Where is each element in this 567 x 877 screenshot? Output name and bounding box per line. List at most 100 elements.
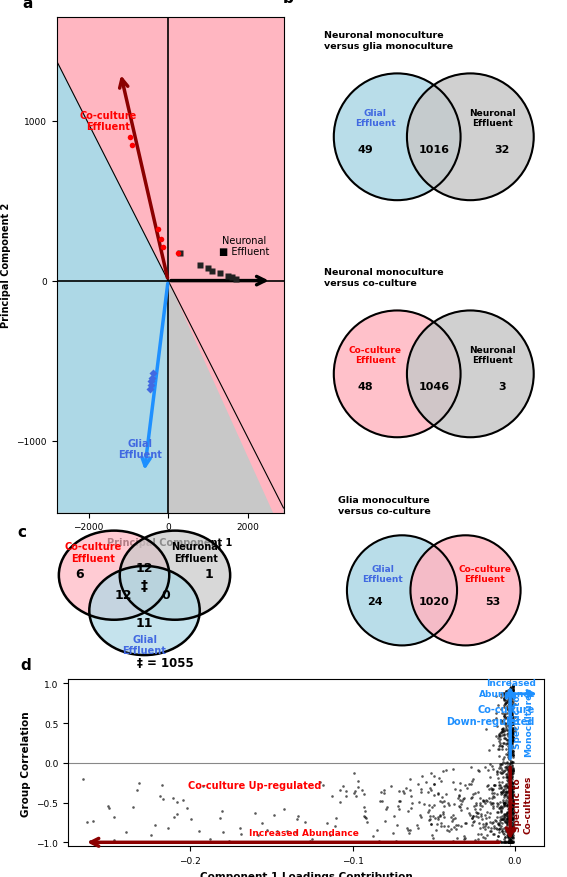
Text: Glial
Effluent: Glial Effluent <box>362 564 403 583</box>
Point <box>262 823 271 837</box>
Point <box>412 818 421 832</box>
Point <box>502 770 511 784</box>
Point <box>509 688 518 702</box>
Point <box>147 828 156 842</box>
Point <box>467 817 476 831</box>
Point <box>419 797 428 811</box>
Point <box>507 783 516 797</box>
Point <box>506 764 515 778</box>
Point <box>504 759 513 774</box>
Point <box>493 810 502 824</box>
Point <box>507 706 517 720</box>
Point <box>496 835 505 849</box>
Point <box>502 816 511 831</box>
Point <box>506 681 515 695</box>
Point <box>469 799 479 813</box>
Point <box>505 702 514 716</box>
Point <box>488 787 497 801</box>
Point <box>503 730 512 744</box>
Point <box>508 776 517 790</box>
Point <box>496 804 505 818</box>
Point <box>504 782 513 796</box>
Point <box>508 684 517 698</box>
Text: 6: 6 <box>75 567 84 581</box>
Point <box>503 745 513 759</box>
Point <box>454 788 463 802</box>
Point <box>506 806 515 820</box>
Point <box>507 831 517 845</box>
Point <box>503 795 513 809</box>
Point <box>474 827 483 841</box>
Point <box>441 787 450 801</box>
Point <box>506 819 515 833</box>
Point <box>501 717 510 731</box>
Point <box>503 831 513 845</box>
Point <box>482 722 491 736</box>
Point <box>507 833 516 847</box>
Point <box>433 816 442 831</box>
Point <box>507 704 516 718</box>
Point <box>505 741 514 755</box>
Point <box>507 737 516 751</box>
Point <box>506 774 515 788</box>
Point <box>434 811 443 825</box>
Circle shape <box>90 567 200 655</box>
Point <box>474 816 483 831</box>
Point <box>457 835 466 849</box>
Point <box>506 803 515 817</box>
Point <box>506 828 515 842</box>
Point <box>502 779 511 793</box>
Point <box>507 776 516 790</box>
Point <box>433 787 442 801</box>
Point <box>504 691 513 705</box>
Point <box>498 766 507 780</box>
Circle shape <box>59 531 169 620</box>
Point <box>508 779 517 793</box>
Point <box>502 824 511 838</box>
Point <box>507 769 517 783</box>
Point <box>501 721 510 735</box>
Point <box>507 786 517 800</box>
Point <box>499 736 508 750</box>
Point <box>456 802 466 816</box>
Point <box>451 782 460 796</box>
Point <box>466 759 475 774</box>
Point <box>504 811 513 825</box>
Point <box>481 822 490 836</box>
Point <box>502 809 511 823</box>
Point <box>506 715 515 729</box>
Point <box>480 795 489 809</box>
Point <box>506 759 515 774</box>
Point <box>508 835 517 849</box>
Point <box>500 691 509 705</box>
Point <box>490 835 500 849</box>
Point <box>393 799 402 813</box>
Point <box>489 827 498 841</box>
Point <box>507 737 516 751</box>
Point <box>498 724 507 738</box>
Point <box>505 764 514 778</box>
Polygon shape <box>57 18 284 509</box>
Point <box>502 684 511 698</box>
Point <box>481 816 490 831</box>
Point <box>408 796 417 810</box>
Point <box>504 831 513 845</box>
Point <box>392 835 401 849</box>
Point <box>319 778 328 792</box>
Point <box>503 717 512 731</box>
Point <box>496 738 505 752</box>
Point <box>497 835 506 849</box>
Point <box>502 706 511 720</box>
Point <box>508 776 517 790</box>
Point <box>507 823 516 837</box>
Point <box>450 797 459 811</box>
Point <box>493 822 502 836</box>
Point <box>500 712 509 726</box>
Point <box>507 699 517 713</box>
Y-axis label: Group Correlation: Group Correlation <box>21 710 31 816</box>
Point <box>438 808 447 822</box>
Point <box>405 783 414 797</box>
Point <box>503 789 513 803</box>
Point <box>425 812 434 826</box>
Text: Specific to
Monocultures: Specific to Monocultures <box>514 687 533 757</box>
